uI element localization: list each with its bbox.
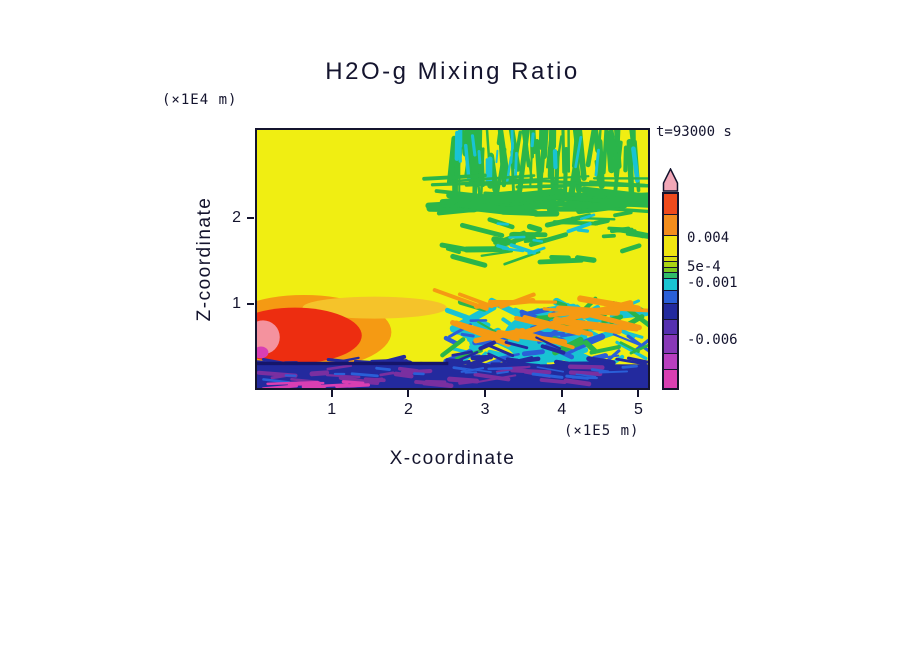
field-canvas [257,130,648,388]
colorbar-segment [664,277,677,290]
x-tick-label: 2 [403,401,413,418]
x-tick-label: 1 [327,401,337,418]
z-unit-label: (×1E4 m) [162,92,238,108]
y-axis-label: Z-coordinate [194,196,215,322]
colorbar-segment [664,194,677,214]
colorbar-segment [664,234,677,256]
x-tick-label: 4 [557,401,567,418]
plot-title: H2O-g Mixing Ratio [325,58,580,85]
x-tick [407,390,410,397]
x-tick [330,390,333,397]
colorbar-label: 5e-4 [687,259,721,276]
x-tick [484,390,487,397]
x-tick-label: 3 [480,401,490,418]
colorbar-segment [664,213,677,235]
colorbar-label: -0.006 [687,331,738,348]
colorbar-arrow-icon [662,168,679,192]
z-tick-label: 2 [232,209,241,227]
colorbar-segment [664,353,677,369]
z-tick [247,217,254,220]
colorbar-segment [664,303,677,319]
plot-area [255,128,650,390]
time-annotation: t=93000 s [656,124,732,140]
z-tick [247,303,254,306]
x-tick [560,390,563,397]
colorbar-segment [664,261,677,267]
z-tick-label: 1 [232,295,241,313]
colorbar-label: 0.004 [687,229,730,246]
colorbar-segment [664,255,677,262]
colorbar-segment [664,266,677,273]
colorbar-segment [664,368,677,389]
colorbar-segment [664,318,677,335]
colorbar-label: -0.001 [687,275,738,292]
colorbar-segment [664,334,677,354]
colorbar-segment [664,272,677,278]
x-unit-label: (×1E5 m) [564,423,640,439]
colorbar [662,168,679,390]
x-tick-label: 5 [634,401,643,418]
colorbar-bar [662,192,679,390]
x-tick [637,390,640,397]
colorbar-segment [664,289,677,304]
x-axis-label: X-coordinate [389,448,516,469]
colorbar-arrow-shape [662,168,679,192]
